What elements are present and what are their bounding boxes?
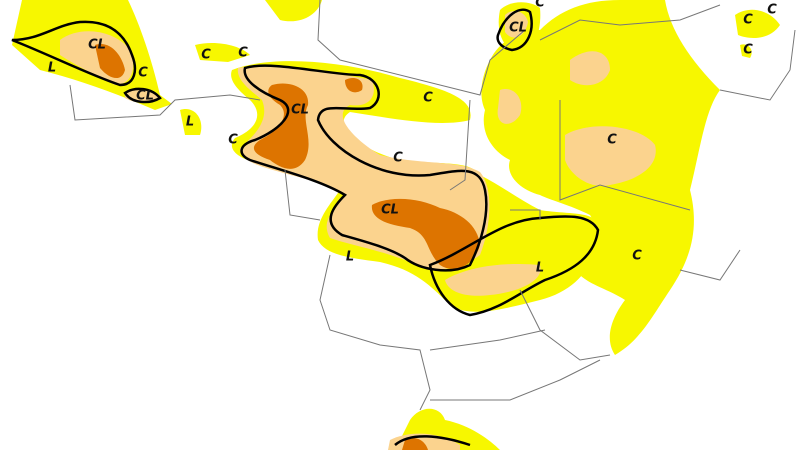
category-label: CL: [291, 103, 309, 118]
area-orange: [402, 438, 428, 450]
category-label: C: [632, 249, 642, 264]
area-yellow: [265, 0, 322, 22]
outline: [394, 435, 471, 447]
outline: [428, 215, 600, 317]
category-label: CL: [509, 21, 527, 36]
area-yellow: [195, 43, 250, 62]
outline: [496, 8, 533, 52]
border-line: [284, 169, 321, 221]
area-yellow: [735, 9, 780, 38]
category-label: C: [138, 66, 148, 81]
area-tan: [445, 263, 541, 296]
area-tan: [570, 51, 610, 86]
border-line: [539, 4, 721, 41]
category-label: C: [743, 13, 753, 28]
border-line: [679, 249, 741, 281]
labels: CL L C CL C C CL C C C C CL C L C C C CL…: [48, 0, 777, 276]
border-line: [430, 359, 601, 401]
outlines: [11, 8, 600, 447]
category-label: C: [535, 0, 545, 11]
area-tan: [497, 89, 522, 124]
category-label: L: [346, 250, 354, 265]
category-label: C: [393, 151, 403, 166]
border-line: [429, 329, 546, 351]
area-yellow: [740, 44, 752, 58]
border-line: [317, 0, 526, 96]
area-orange: [371, 198, 480, 269]
category-label: C: [228, 133, 238, 148]
category-label: C: [423, 91, 433, 106]
category-label: C: [201, 48, 211, 63]
outline: [11, 20, 137, 87]
area-yellow: [180, 109, 202, 135]
area-orange: [95, 44, 125, 79]
area-tan: [505, 10, 528, 38]
category-label: C: [767, 3, 777, 18]
area-orange: [345, 78, 363, 93]
category-label: CL: [136, 89, 154, 104]
border-line: [449, 99, 471, 191]
border-line: [719, 29, 796, 101]
orange-areas: [95, 44, 480, 450]
category-label: C: [238, 46, 248, 61]
outline: [240, 64, 488, 272]
area-tan: [565, 126, 656, 186]
outline: [123, 87, 162, 104]
category-label: CL: [381, 203, 399, 218]
category-label: C: [607, 133, 617, 148]
border-line: [519, 289, 611, 361]
border-line: [510, 209, 541, 220]
border-line: [559, 100, 691, 211]
category-label: CL: [88, 38, 106, 53]
category-label: C: [743, 43, 753, 58]
border-line: [69, 84, 261, 121]
category-label: L: [186, 115, 194, 130]
border-line: [319, 254, 431, 411]
area-orange: [253, 83, 309, 169]
borders: [69, 0, 796, 411]
category-label: L: [48, 61, 56, 76]
category-label: L: [536, 261, 544, 276]
